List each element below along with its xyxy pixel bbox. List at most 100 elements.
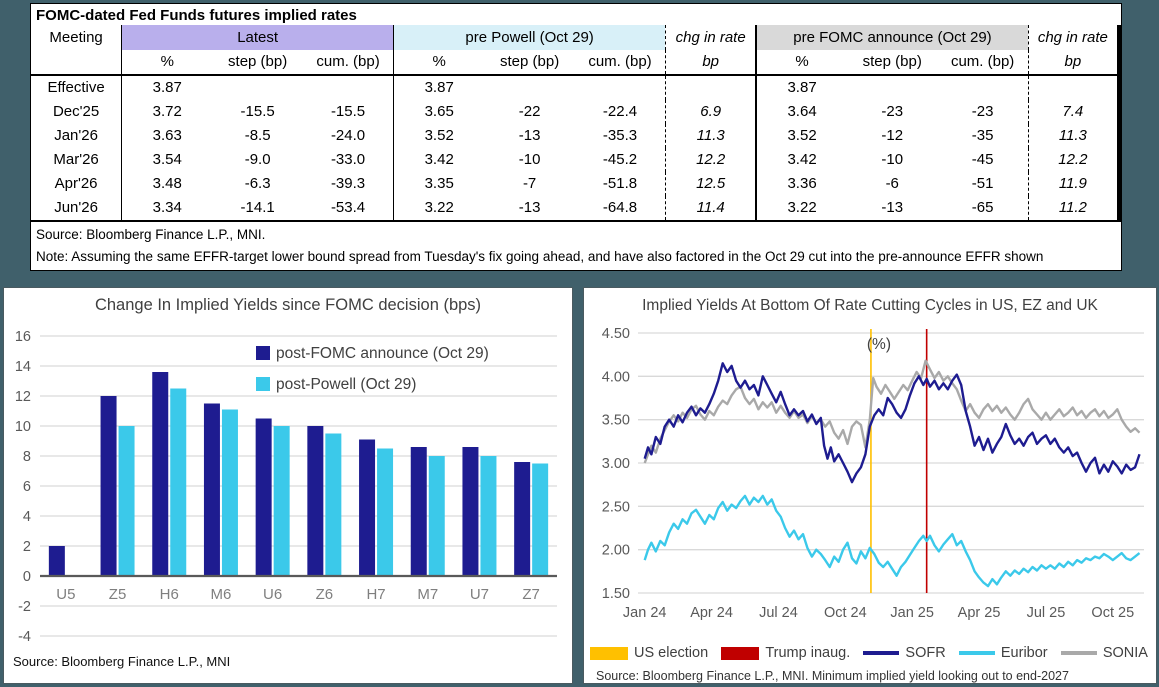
table-cell: 3.64 [787, 103, 817, 120]
column-header: cum. (bp) [937, 50, 1029, 76]
table-cell: Apr'26 [31, 172, 123, 196]
bar-chart-source: Source: Bloomberg Finance L.P., MNI [13, 654, 231, 669]
table-cell: -24.0 [302, 124, 395, 148]
legend-label: post-FOMC announce (Oct 29) [276, 345, 489, 362]
bar [325, 433, 342, 576]
y-axis-tick-label: 16 [15, 329, 31, 345]
y-axis-tick-label: 4.00 [602, 369, 630, 385]
bar [152, 372, 169, 576]
x-axis-category-label: M7 [417, 586, 438, 603]
x-axis-tick-label: Jan 24 [623, 605, 667, 621]
bar [480, 456, 497, 576]
x-axis-tick-label: Apr 25 [958, 605, 1001, 621]
table-row: Effective 3.87 3.87 3.87 [31, 75, 1119, 100]
chart-subtitle: (%) [867, 336, 891, 353]
x-axis-category-label: Z5 [109, 586, 127, 603]
table-cell: -45 [937, 148, 1029, 172]
bar [514, 462, 531, 576]
x-axis-category-label: Z7 [522, 586, 540, 603]
bar [100, 396, 117, 576]
table-cell: -10 [881, 151, 904, 168]
bar [428, 456, 445, 576]
table-cell: -13 [846, 196, 938, 222]
table-cell: 3.35 [424, 175, 454, 192]
legend-label: SONIA [1102, 645, 1148, 661]
x-axis-category-label: Z6 [316, 586, 334, 603]
table-cell: 3.87 [152, 79, 182, 96]
table-cell: 3.48 [152, 175, 182, 192]
table-cell: -8.5 [244, 127, 271, 144]
table-cell: -39.3 [302, 172, 395, 196]
legend-item: SONIA [1060, 645, 1148, 661]
column-group-header: Latest [121, 25, 395, 50]
table-cell: -22 [518, 103, 541, 120]
table-cell: 6.9 [665, 100, 758, 124]
bar [203, 403, 220, 576]
table-title: FOMC-dated Fed Funds futures implied rat… [36, 7, 357, 24]
legend-label: US election [634, 645, 709, 661]
table-cell: -13 [518, 127, 541, 144]
x-axis-category-label: U7 [470, 586, 489, 603]
column-header: % [121, 50, 213, 76]
line-chart-legend: US election Trump inaug. SOFR Euribor SONIA [584, 637, 1156, 665]
table-cell: 12.2 [1058, 151, 1088, 168]
bar [377, 448, 394, 576]
table-cell: 7.4 [1062, 103, 1084, 120]
table-cell: -65 [937, 196, 1029, 222]
table-cell: 11.3 [665, 124, 758, 148]
bar [221, 409, 238, 576]
x-axis-tick-label: Jul 25 [1027, 605, 1066, 621]
bar [359, 439, 376, 576]
table-cell: 3.52 [787, 127, 817, 144]
table-cell: 3.87 [424, 79, 454, 96]
bar [48, 546, 65, 576]
y-axis-tick-label: 12 [15, 389, 31, 405]
y-axis-tick-label: 1.50 [602, 586, 630, 602]
table-cell [1028, 75, 1119, 100]
column-header: step (bp) [846, 50, 938, 76]
sonia-swatch [1060, 651, 1097, 655]
table-cell: -22.4 [574, 100, 667, 124]
y-axis-tick-label: -4 [18, 629, 31, 645]
legend-item: SOFR [863, 645, 946, 661]
table-cell: -33.0 [302, 148, 395, 172]
column-header: step (bp) [484, 50, 575, 76]
column-header: bp [665, 50, 758, 76]
table-cell: -7 [522, 175, 537, 192]
table-cell: 3.36 [787, 175, 817, 192]
y-axis-tick-label: 3.50 [602, 413, 630, 429]
y-axis-tick-label: 2.00 [602, 543, 630, 559]
us-election-swatch [590, 646, 628, 660]
bar [255, 418, 272, 576]
y-axis-tick-label: 3.00 [602, 456, 630, 472]
table-cell: -23 [881, 103, 904, 120]
sub-header-row: % step (bp) cum. (bp)% step (bp) cum. (bp) bp… [31, 50, 1119, 76]
legend-item: Euribor [958, 645, 1048, 661]
table-cell: -23 [937, 100, 1029, 124]
table-cell [302, 75, 395, 100]
legend-item: US election [590, 645, 708, 661]
table-cell: -13 [484, 196, 575, 222]
y-axis-tick-label: -2 [18, 599, 31, 615]
table-cell: -51 [937, 172, 1029, 196]
column-group-header: chg in rate [665, 25, 758, 50]
bar [410, 447, 427, 576]
table-cell: Jun'26 [31, 196, 123, 222]
table-cell: -35 [937, 124, 1029, 148]
table-cell: -9.0 [244, 151, 271, 168]
legend-label: Euribor [1000, 645, 1048, 661]
table-cell: 3.72 [152, 103, 182, 120]
y-axis-tick-label: 2.50 [602, 499, 630, 515]
table-cell: -35.3 [574, 124, 667, 148]
y-axis-tick-label: 0 [23, 569, 31, 585]
table-cell: 11.2 [1028, 196, 1119, 222]
sofr-swatch [863, 651, 900, 655]
table-cell: 3.65 [424, 103, 454, 120]
y-axis-tick-label: 4.50 [602, 326, 630, 342]
line-chart-panel: Implied Yields At Bottom Of Rate Cutting… [583, 287, 1157, 684]
table-cell [937, 75, 1029, 100]
x-axis-tick-label: Oct 25 [1091, 605, 1134, 621]
table-cell: 11.4 [665, 196, 758, 222]
bar [307, 426, 324, 576]
